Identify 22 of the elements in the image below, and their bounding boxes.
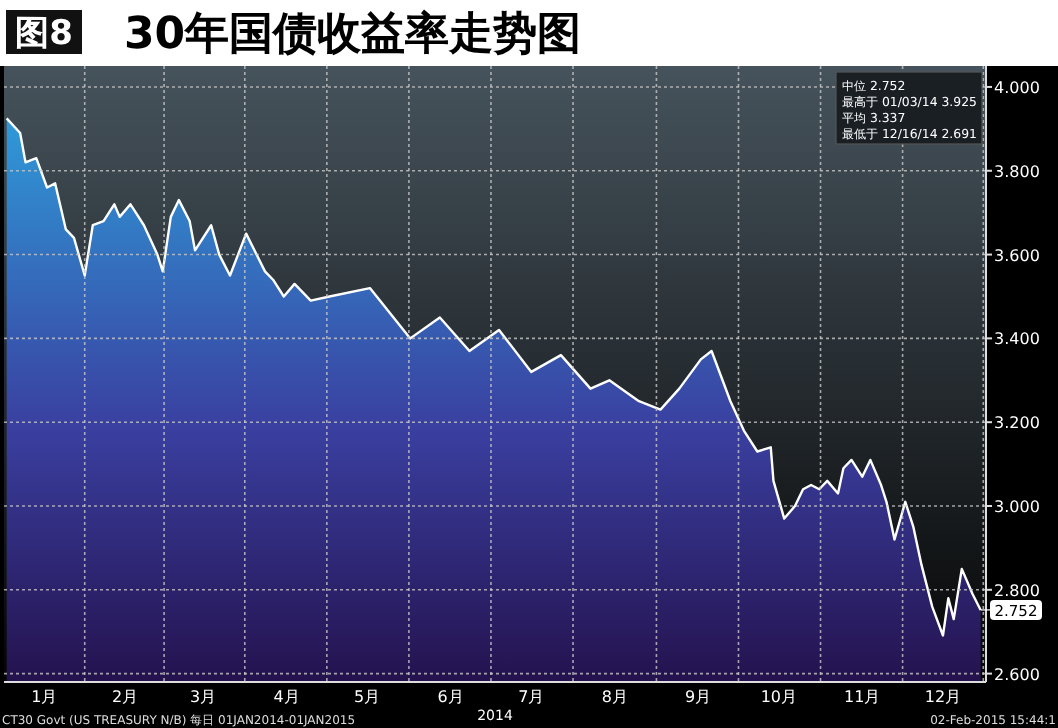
caption: 图8 xyxy=(15,14,73,54)
y-tick-label: 2.600 xyxy=(994,665,1040,684)
x-tick-label: 9月 xyxy=(685,688,712,706)
x-tick-label: 6月 xyxy=(437,688,464,706)
x-tick-label: 8月 xyxy=(601,688,628,706)
x-tick-label: 11月 xyxy=(844,688,881,706)
y-tick-label: 3.200 xyxy=(994,414,1040,433)
x-tick-label: 2月 xyxy=(111,688,139,706)
y-tick-label: 4.000 xyxy=(994,78,1040,97)
x-tick-label: 12月 xyxy=(924,688,962,706)
y-tick-label: 3.600 xyxy=(994,246,1040,265)
y-tick-label: 3.400 xyxy=(994,330,1040,349)
y-tick-label: 3.000 xyxy=(994,498,1040,516)
x-tick-label: 3月 xyxy=(190,688,217,706)
x-tick-label: 5月 xyxy=(354,688,381,706)
y-tick-label: 2.800 xyxy=(994,581,1040,600)
x-tick-label: 1月 xyxy=(31,688,58,706)
y-tick-label: 3.800 xyxy=(994,162,1040,181)
x-tick-label: 10月 xyxy=(760,688,798,706)
x-tick-label: 7月 xyxy=(518,688,545,706)
chart-title: 30年国债收益率走势图 xyxy=(124,8,582,60)
x-tick-label: 4月 xyxy=(273,688,300,706)
